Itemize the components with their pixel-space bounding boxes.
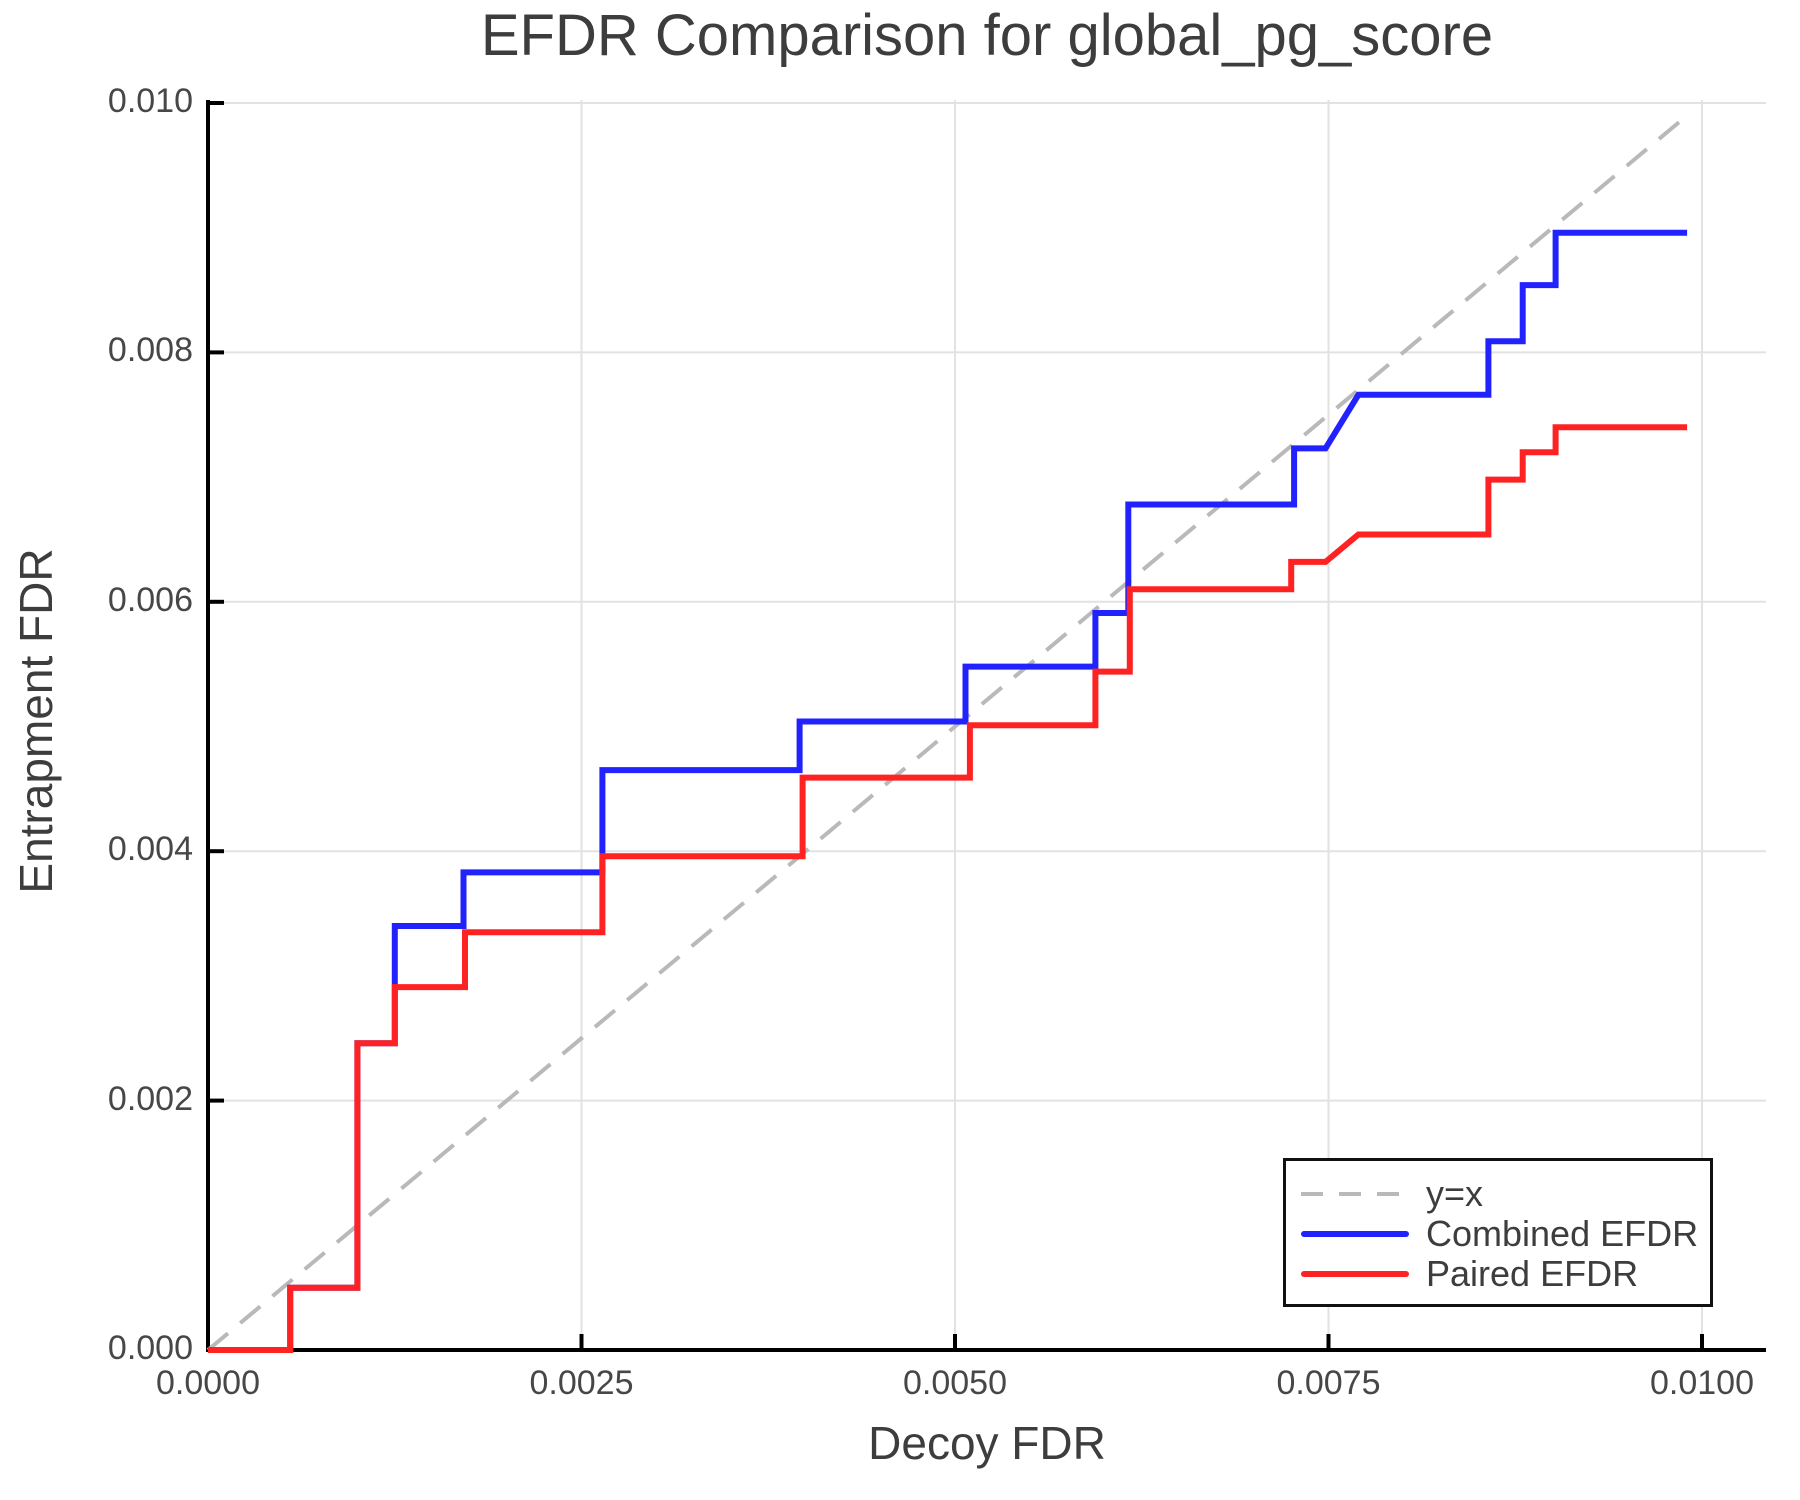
y-axis-label: Entrapment FDR xyxy=(10,548,62,894)
y-tick-label: 0.004 xyxy=(107,830,193,869)
y-tick-label: 0.008 xyxy=(107,331,193,370)
legend-line-sample-combined xyxy=(1301,1231,1409,1237)
legend-item-identity: y=x xyxy=(1301,1174,1710,1214)
legend-label-identity: y=x xyxy=(1426,1173,1484,1214)
legend-item-paired: Paired EFDR xyxy=(1301,1254,1710,1294)
y-tick-label: 0.002 xyxy=(107,1079,193,1118)
x-tick-label: 0.0000 xyxy=(156,1364,260,1402)
legend-label-paired: Paired EFDR xyxy=(1426,1253,1639,1294)
x-tick-label: 0.0025 xyxy=(529,1364,634,1402)
legend-item-combined: Combined EFDR xyxy=(1301,1214,1710,1254)
series-line-paired-efdr xyxy=(208,424,1688,1353)
chart-title: EFDR Comparison for global_pg_score xyxy=(480,3,1494,68)
x-tick-label: 0.0050 xyxy=(903,1364,1007,1402)
x-axis-label: Decoy FDR xyxy=(868,1417,1106,1469)
y-tick-label: 0.010 xyxy=(107,82,193,120)
y-tick-label: 0.000 xyxy=(107,1329,193,1367)
legend-line-sample-paired xyxy=(1301,1271,1409,1277)
x-tick-label: 0.0075 xyxy=(1276,1364,1381,1402)
y-tick-label: 0.006 xyxy=(107,580,193,619)
series-line-y-x xyxy=(206,113,1689,1352)
legend: y=x Combined EFDR Paired EFDR xyxy=(1283,1158,1713,1307)
x-tick-label: 0.0100 xyxy=(1650,1364,1754,1402)
legend-label-combined: Combined EFDR xyxy=(1426,1213,1699,1254)
legend-line-sample-identity xyxy=(1301,1192,1409,1196)
